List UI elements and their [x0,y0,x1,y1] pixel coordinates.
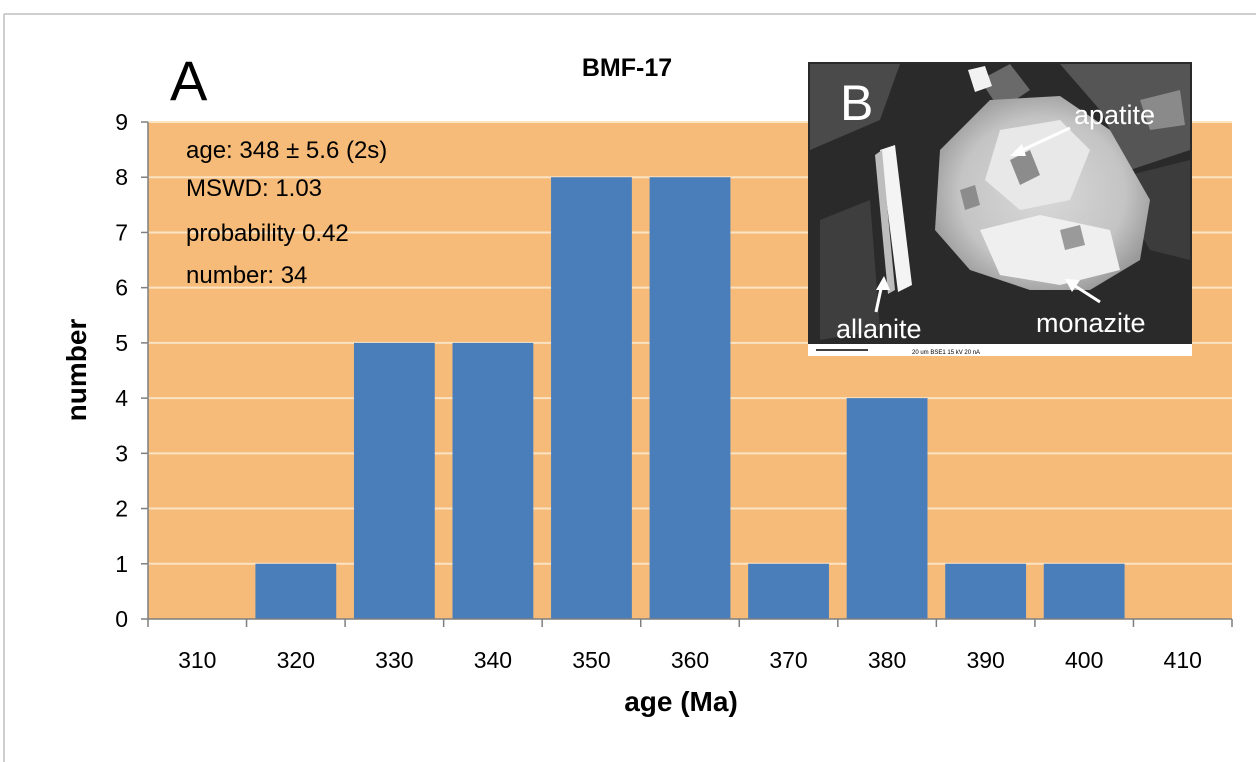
scale-strip [808,344,1192,356]
texture-patch [1140,90,1185,130]
scale-caption: 20 um BSE1 15 kV 20 nA [912,350,980,356]
bar [551,177,632,619]
y-tick-label: 9 [115,109,128,135]
panel-label-b: B [840,75,873,131]
bar [846,398,928,619]
label-apatite: apatite [1074,100,1155,130]
texture-patch [980,64,1030,110]
x-tick-labels: 310 320 330 340 350 360 370 380 390 400 410 [178,647,1202,673]
texture-patch [820,200,880,340]
monazite-arrow-head [1065,279,1080,292]
x-tick-label: 330 [375,647,413,673]
apatite-arrow [1017,126,1071,154]
monazite-arrow [1071,282,1101,304]
texture-patch [1060,64,1190,170]
bar [748,563,829,619]
label-monazite: monazite [1036,308,1146,338]
x-tick-label: 310 [178,647,216,673]
allanite-rim [875,150,895,294]
inclusion [1060,225,1085,250]
bar [255,563,337,619]
bars [255,177,1125,619]
x-tick-label: 360 [671,647,709,673]
x-tick-label: 320 [277,647,315,673]
x-axis-label: age (Ma) [624,686,738,717]
bar [452,342,534,619]
y-tick-label: 3 [115,440,128,466]
bar [1043,563,1125,619]
x-tick-label: 350 [572,647,610,673]
inset-micrograph: B apatite allanite monazite 20 um BSE1 1… [808,62,1192,356]
y-axis-label: number [61,319,92,422]
x-tick-label: 380 [868,647,906,673]
x-tick-label: 340 [474,647,512,673]
annotation-age: age: 348 ± 5.6 (2s) [186,137,387,164]
annotation-number: number: 34 [186,262,307,289]
allanite-arrow-head [876,276,890,290]
y-tick-label: 5 [115,330,128,356]
bar [353,342,435,619]
y-tick-label: 2 [115,496,128,522]
monazite-region [980,215,1120,285]
axes [141,121,1233,627]
x-tick-label: 370 [769,647,807,673]
bar [649,177,731,619]
y-tick-label: 7 [115,219,128,245]
y-tick-label: 4 [115,385,128,411]
bar [945,563,1027,619]
y-tick-label: 0 [115,606,128,632]
y-tick-labels: 0 1 2 3 4 5 6 7 8 9 [115,109,128,632]
bright-fleck [968,66,992,92]
inclusion [960,185,980,210]
apatite-region [985,120,1090,210]
label-allanite: allanite [836,314,922,344]
panel-label-a: A [170,49,208,112]
x-tick-label: 390 [966,647,1004,673]
y-tick-label: 6 [115,275,128,301]
x-tick-label: 410 [1164,647,1202,673]
allanite-grain [880,145,912,292]
annotation-probability: probability 0.42 [186,220,349,247]
x-tick-label: 400 [1065,647,1103,673]
apatite-arrow-head [1010,144,1026,156]
y-tick-label: 1 [115,551,128,577]
annotation-mswd: MSWD: 1.03 [186,175,322,202]
y-tick-label: 8 [115,164,128,190]
texture-patch [810,64,900,150]
inclusion [1010,150,1040,185]
chart-title: BMF-17 [582,54,672,82]
